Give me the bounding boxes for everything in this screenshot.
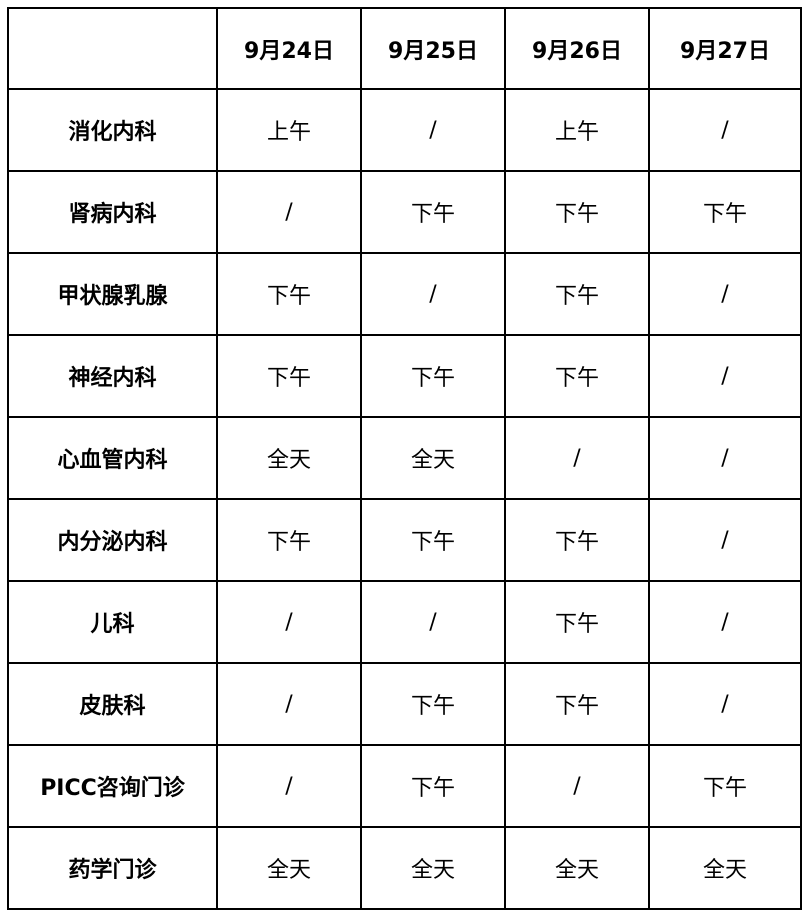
table-row: 肾病内科 / 下午 下午 下午 xyxy=(7,170,802,254)
schedule-cell: / xyxy=(360,88,506,172)
schedule-cell: 下午 xyxy=(360,170,506,254)
date-header: 9月24日 xyxy=(216,7,362,90)
schedule-cell: / xyxy=(648,88,802,172)
schedule-cell: 上午 xyxy=(504,88,650,172)
schedule-cell: 全天 xyxy=(360,826,506,910)
department-cell: 肾病内科 xyxy=(7,170,218,254)
department-cell: 药学门诊 xyxy=(7,826,218,910)
schedule-cell: / xyxy=(648,416,802,500)
table-row: 心血管内科 全天 全天 / / xyxy=(7,416,802,500)
schedule-cell: 下午 xyxy=(504,252,650,336)
table-row: 神经内科 下午 下午 下午 / xyxy=(7,334,802,418)
schedule-cell: 下午 xyxy=(504,170,650,254)
schedule-cell: 下午 xyxy=(216,498,362,582)
schedule-cell: / xyxy=(648,334,802,418)
schedule-cell: 下午 xyxy=(504,662,650,746)
header-row: 9月24日 9月25日 9月26日 9月27日 xyxy=(7,7,802,90)
schedule-cell: 全天 xyxy=(216,416,362,500)
schedule-cell: 下午 xyxy=(504,580,650,664)
table-row: 内分泌内科 下午 下午 下午 / xyxy=(7,498,802,582)
schedule-cell: / xyxy=(216,580,362,664)
schedule-table: 9月24日 9月25日 9月26日 9月27日 消化内科 上午 / 上午 / 肾病内科 / 下… xyxy=(7,7,802,910)
date-header: 9月25日 xyxy=(360,7,506,90)
schedule-cell: 下午 xyxy=(648,170,802,254)
department-cell: 神经内科 xyxy=(7,334,218,418)
department-cell: 甲状腺乳腺 xyxy=(7,252,218,336)
schedule-cell: / xyxy=(648,498,802,582)
schedule-cell: / xyxy=(648,252,802,336)
schedule-cell: / xyxy=(648,662,802,746)
schedule-cell: 下午 xyxy=(216,252,362,336)
schedule-cell: 下午 xyxy=(360,744,506,828)
table-row: 消化内科 上午 / 上午 / xyxy=(7,88,802,172)
department-cell: 内分泌内科 xyxy=(7,498,218,582)
schedule-cell: 上午 xyxy=(216,88,362,172)
table-row: PICC咨询门诊 / 下午 / 下午 xyxy=(7,744,802,828)
schedule-cell: 下午 xyxy=(504,334,650,418)
schedule-cell: 下午 xyxy=(648,744,802,828)
schedule-cell: 全天 xyxy=(504,826,650,910)
table-row: 皮肤科 / 下午 下午 / xyxy=(7,662,802,746)
table-row: 儿科 / / 下午 / xyxy=(7,580,802,664)
department-cell: 消化内科 xyxy=(7,88,218,172)
corner-cell xyxy=(7,7,218,90)
schedule-cell: 全天 xyxy=(216,826,362,910)
date-header: 9月27日 xyxy=(648,7,802,90)
schedule-cell: 全天 xyxy=(648,826,802,910)
date-header: 9月26日 xyxy=(504,7,650,90)
department-cell: 皮肤科 xyxy=(7,662,218,746)
schedule-cell: 全天 xyxy=(360,416,506,500)
schedule-cell: 下午 xyxy=(504,498,650,582)
table-row: 甲状腺乳腺 下午 / 下午 / xyxy=(7,252,802,336)
department-cell: 儿科 xyxy=(7,580,218,664)
schedule-cell: 下午 xyxy=(360,334,506,418)
department-cell: PICC咨询门诊 xyxy=(7,744,218,828)
table-row: 药学门诊 全天 全天 全天 全天 xyxy=(7,826,802,910)
schedule-cell: / xyxy=(360,252,506,336)
schedule-cell: / xyxy=(648,580,802,664)
department-cell: 心血管内科 xyxy=(7,416,218,500)
schedule-cell: / xyxy=(504,744,650,828)
schedule-cell: / xyxy=(216,744,362,828)
schedule-cell: / xyxy=(504,416,650,500)
schedule-cell: 下午 xyxy=(360,662,506,746)
schedule-cell: / xyxy=(216,170,362,254)
schedule-cell: 下午 xyxy=(360,498,506,582)
schedule-cell: 下午 xyxy=(216,334,362,418)
schedule-cell: / xyxy=(360,580,506,664)
schedule-cell: / xyxy=(216,662,362,746)
